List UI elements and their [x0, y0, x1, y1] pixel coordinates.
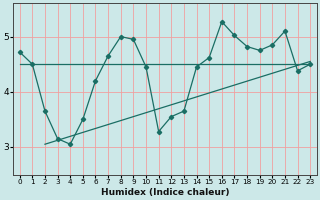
X-axis label: Humidex (Indice chaleur): Humidex (Indice chaleur) [101, 188, 229, 197]
